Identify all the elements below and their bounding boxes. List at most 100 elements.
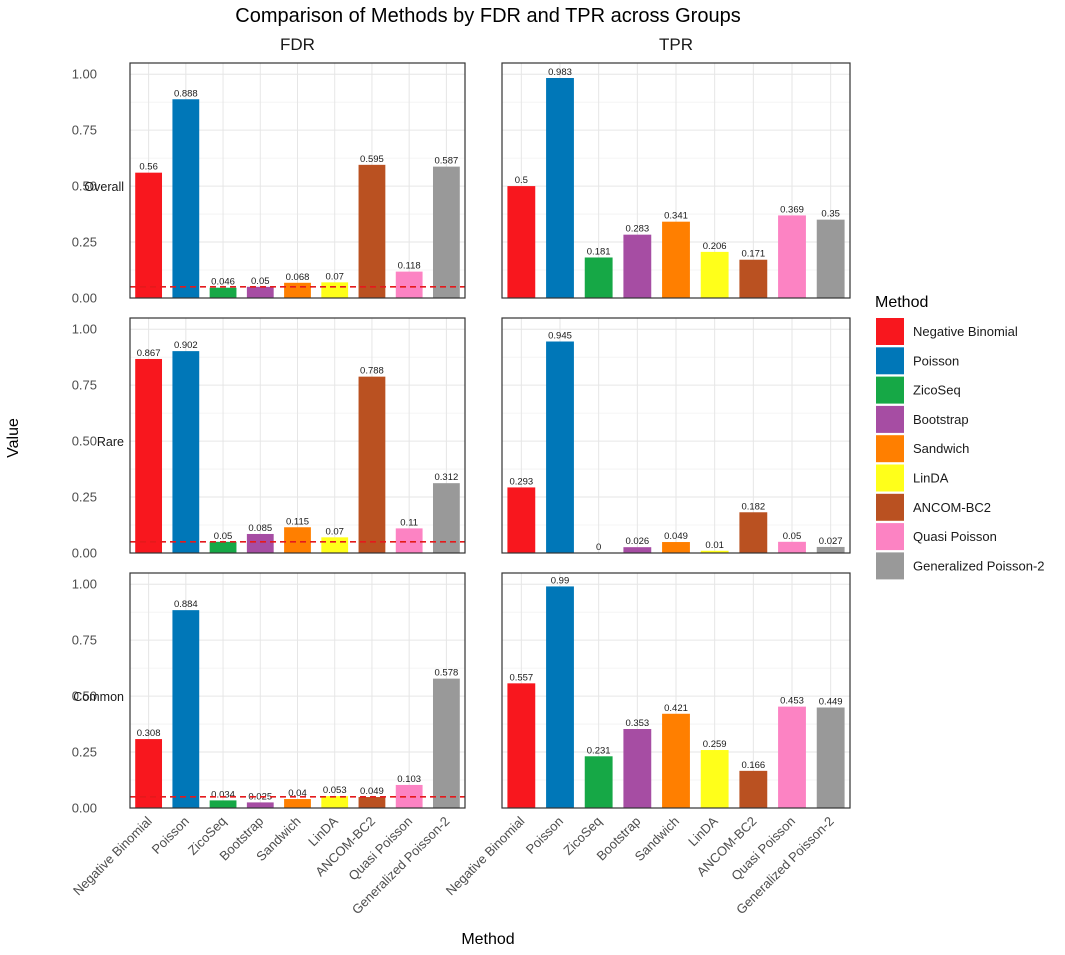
bar-quasi-poisson [395, 271, 423, 298]
bar-linda [321, 282, 349, 298]
data-label: 0.888 [174, 88, 198, 99]
bar-linda [700, 550, 729, 553]
x-tick-label: LinDA [685, 813, 721, 849]
data-label: 0.353 [625, 718, 649, 729]
y-tick-label: 0.50 [72, 689, 97, 704]
data-label: 0.07 [325, 526, 344, 537]
bar-linda [321, 796, 349, 808]
data-label: 0.182 [741, 501, 765, 512]
bar-ancom-bc2 [739, 259, 768, 298]
y-tick-label: 0.75 [72, 123, 97, 138]
data-label: 0.118 [398, 261, 421, 272]
data-label: 0.07 [325, 271, 344, 282]
bar-zicoseq [209, 287, 237, 298]
data-label: 0.027 [819, 536, 843, 547]
legend-swatch-poisson [876, 347, 904, 375]
bar-generalized-poisson-2 [816, 546, 845, 553]
data-label: 0.034 [211, 789, 235, 800]
bar-poisson [172, 99, 200, 298]
data-label: 0.945 [548, 331, 572, 342]
bar-poisson [546, 341, 574, 553]
legend-label-quasi-poisson: Quasi Poisson [913, 529, 997, 544]
data-label: 0.983 [548, 67, 572, 78]
data-label: 0.05 [214, 531, 233, 542]
panel-overall-fdr: 0.56 0.888 0.046 0.05 0.068 0.07 0.595 0.118 0.5… [84, 62, 466, 299]
legend-label-zicoseq: ZicoSeq [913, 383, 961, 398]
data-label: 0.788 [360, 366, 384, 377]
data-label: 0.578 [434, 668, 458, 679]
bar-sandwich [284, 282, 311, 298]
row-label-overall: Overall [84, 180, 124, 194]
x-axis-label: Method [461, 931, 514, 948]
data-label: 0.56 [139, 162, 158, 173]
row-label-rare: Rare [97, 435, 124, 449]
bar-sandwich [284, 527, 311, 553]
bar-generalized-poisson-2 [432, 166, 460, 298]
data-label: 0.453 [780, 696, 804, 707]
bar-generalized-poisson-2 [432, 678, 460, 808]
bar-bootstrap [246, 802, 274, 808]
y-tick-label: 0.25 [72, 235, 97, 250]
data-label: 0.421 [664, 703, 688, 714]
row-label-common: Common [73, 690, 124, 704]
legend-swatch-sandwich [876, 435, 904, 463]
y-tick-label: 1.00 [72, 322, 97, 337]
data-label: 0.05 [783, 531, 802, 542]
bar-linda [700, 251, 729, 298]
bar-ancom-bc2 [739, 512, 768, 553]
x-tick-label: Poisson [523, 814, 566, 857]
legend-label-linda: LinDA [913, 471, 949, 486]
bar-sandwich [662, 221, 690, 298]
y-tick-label: 0.50 [72, 434, 97, 449]
x-tick-label: LinDA [305, 813, 341, 849]
panel-overall-tpr: 0.5 0.983 0.181 0.283 0.341 0.206 0.171 0.369 0.… [501, 62, 851, 299]
y-tick-label: 0.75 [72, 378, 97, 393]
data-label: 0.308 [137, 728, 161, 739]
bar-bootstrap [623, 234, 652, 298]
data-label: 0.049 [360, 786, 384, 797]
bar-quasi-poisson [395, 784, 423, 808]
legend-swatch-negative-binomial [876, 318, 904, 345]
panel-border [501, 62, 851, 299]
data-label: 0.166 [741, 760, 765, 771]
data-label: 0.171 [741, 249, 765, 260]
bar-ancom-bc2 [358, 797, 386, 808]
y-axis-label: Value [5, 418, 22, 458]
bar-negative-binomial [507, 186, 536, 298]
chart-title: Comparison of Methods by FDR and TPR acr… [235, 5, 740, 27]
x-tick-label: Negative Binomial [70, 813, 155, 898]
data-label: 0.557 [509, 672, 533, 683]
y-tick-label: 1.00 [72, 577, 97, 592]
bar-ancom-bc2 [358, 376, 386, 553]
data-label: 0.35 [821, 209, 840, 220]
data-label: 0.369 [780, 204, 804, 215]
panel-border [501, 317, 851, 554]
legend-label-negative-binomial: Negative Binomial [913, 324, 1018, 339]
data-label: 0.04 [288, 788, 307, 799]
y-tick-label: 0.00 [72, 801, 97, 816]
data-label: 0.884 [174, 599, 198, 610]
data-label: 0.595 [360, 154, 384, 165]
bar-negative-binomial [135, 172, 163, 298]
legend-swatch-generalized-poisson-2 [876, 552, 904, 580]
bar-zicoseq [209, 541, 237, 553]
data-label: 0.05 [251, 276, 270, 287]
bar-quasi-poisson [778, 706, 806, 808]
legend-label-generalized-poisson-2: Generalized Poisson-2 [913, 558, 1045, 573]
bar-poisson [172, 610, 200, 808]
bar-negative-binomial [135, 358, 163, 553]
data-label: 0.902 [174, 340, 198, 351]
data-label: 0.867 [137, 348, 161, 359]
data-label: 0.99 [551, 575, 570, 586]
legend-title: Method [875, 294, 928, 311]
bar-bootstrap [246, 533, 274, 553]
panel-border [129, 317, 466, 554]
x-tick-label: Poisson [149, 814, 192, 857]
data-label: 0.341 [664, 211, 688, 222]
data-label: 0.049 [664, 531, 688, 542]
bar-negative-binomial [507, 683, 536, 808]
data-label: 0 [596, 542, 601, 553]
data-label: 0.587 [434, 156, 458, 167]
bar-ancom-bc2 [739, 770, 768, 808]
y-tick-label: 0.25 [72, 745, 97, 760]
